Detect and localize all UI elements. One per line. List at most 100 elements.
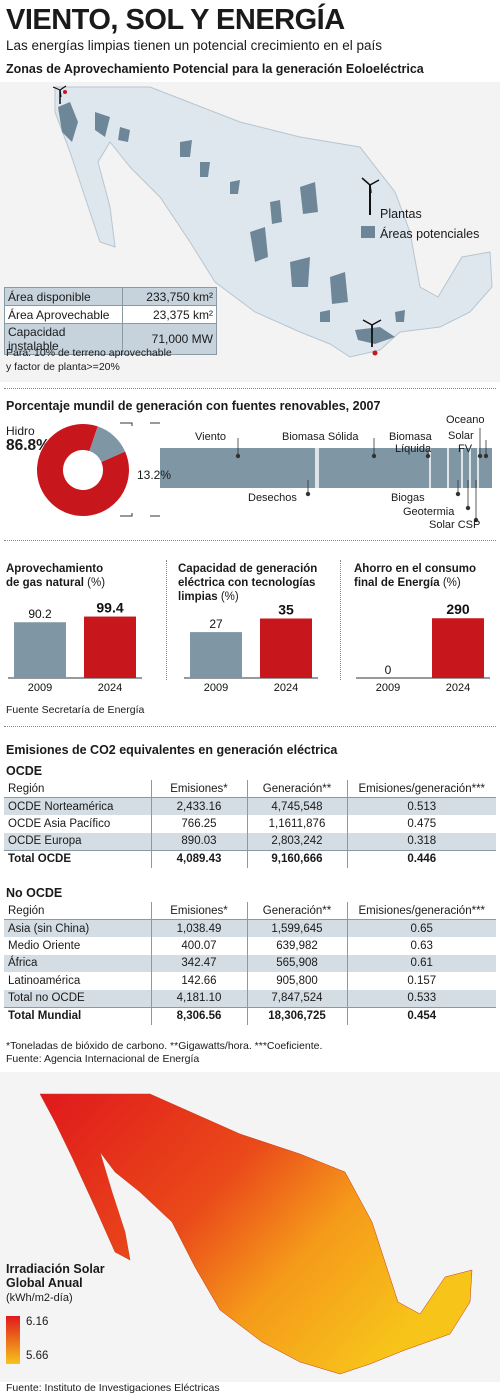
label-biogas: Biogas: [391, 492, 425, 504]
table-row: OCDE Asia Pacífico 766.25 1,1611,876 0.475: [4, 815, 496, 833]
bar-value-label: 27: [209, 617, 223, 631]
bracket-left: [120, 422, 133, 517]
leader-dot: [477, 453, 483, 459]
label-desechos: Desechos: [248, 492, 297, 504]
table-row: Área Aprovechable 23,375 km²: [4, 305, 217, 324]
cell: 1,1611,876: [246, 815, 347, 833]
bar-value-label: 35: [278, 602, 294, 618]
legend-areas-label: Áreas potenciales: [380, 227, 480, 241]
tick-label: 2024: [274, 682, 298, 694]
hydro-value: 86.8%: [6, 437, 50, 454]
title-line: limpias: [178, 591, 218, 603]
solar-map: [0, 1072, 500, 1382]
bar-2024: [260, 618, 312, 678]
bar-value-label: 90.2: [28, 607, 52, 621]
non-oecd-heading: No OCDE: [6, 886, 63, 900]
cell: 0.318: [346, 832, 496, 850]
renewables-chart: [37, 422, 492, 523]
bar-value-label: 99.4: [96, 600, 123, 616]
label-biomasa-liquida-2: Líquida: [395, 443, 432, 455]
unit: (%): [220, 591, 239, 603]
cell: Capacidad instalable: [4, 323, 123, 355]
source-sener: Fuente Secretaría de Energía: [6, 704, 145, 716]
header-cell: Emisiones*: [150, 780, 247, 798]
cell: 4,089.43: [150, 849, 247, 868]
cell: 71,000 MW: [122, 323, 217, 355]
label-oceano: Oceano: [446, 414, 485, 426]
table-header-row: Región Emisiones* Generación** Emisiones…: [4, 780, 496, 798]
cell: Medio Oriente: [8, 939, 81, 952]
emissions-source: Fuente: Agencia Internacional de Energía: [6, 1053, 200, 1065]
divider: [4, 726, 496, 727]
pie-slice-0: [37, 424, 130, 516]
solar-unit: (kWh/m2-día): [6, 1292, 73, 1304]
cell: 890.03: [150, 832, 247, 850]
label-biomasa-solida: Biomasa Sólida: [282, 431, 359, 443]
chart1-title: Aprovechamiento de gas natural (%): [6, 562, 105, 590]
leader-dot: [483, 453, 489, 459]
table-row: Latinoamérica 142.66 905,800 0.157: [4, 972, 496, 990]
label-geotermia: Geotermia: [403, 506, 455, 518]
label-fv: FV: [458, 443, 473, 455]
leader-dot: [473, 517, 479, 523]
wind-turbine-icon: [52, 85, 67, 104]
header-cell: Emisiones*: [150, 902, 247, 920]
label-viento: Viento: [195, 431, 226, 443]
cell: 0.475: [346, 815, 496, 833]
pie-chart: [37, 424, 130, 516]
table-row: OCDE Europa 890.03 2,803,242 0.318: [4, 832, 496, 850]
note-line: Para: 10% de terreno aprovechable: [6, 347, 172, 359]
legend-gradient: [6, 1316, 20, 1364]
emissions-footnote: *Toneladas de bióxido de carbono. **Giga…: [6, 1040, 323, 1052]
label-solar-csp: Solar CSP: [429, 519, 481, 531]
cell: Área disponible: [4, 287, 123, 306]
unit: (%): [442, 577, 461, 589]
divider: [166, 560, 167, 680]
cell: 7,847,524: [246, 989, 347, 1007]
header-cell: Emisiones/generación***: [346, 902, 496, 920]
legend-min: 5.66: [26, 1350, 49, 1362]
table-header-row: Región Emisiones* Generación** Emisiones…: [4, 902, 496, 920]
title-line: de gas natural: [6, 577, 84, 589]
cell: 0.65: [346, 919, 496, 937]
cell: 0.454: [346, 1006, 496, 1025]
chart2-title: Capacidad de generación eléctrica con te…: [178, 562, 317, 604]
cell: 233,750 km²: [122, 287, 217, 306]
title-line: eléctrica con tecnologías: [178, 577, 316, 589]
title-line: final de Energía: [354, 577, 440, 589]
cell: 565,908: [246, 954, 347, 972]
tick-label: 2009: [28, 682, 52, 694]
table-row: Total no OCDE 4,181.10 7,847,524 0.533: [4, 989, 496, 1007]
cell: 0.446: [346, 849, 496, 868]
other-value: 13.2%: [137, 468, 172, 482]
chart3-title: Ahorro en el consumo final de Energía (%…: [354, 562, 476, 590]
title-line: Irradiación Solar: [6, 1262, 105, 1276]
header-cell: Generación**: [246, 902, 347, 920]
note-line: y factor de planta>=20%: [6, 361, 120, 373]
cell: Asia (sin China): [4, 919, 151, 937]
cell: 0.157: [346, 972, 496, 990]
header-cell: Generación**: [246, 780, 347, 798]
divider: [340, 560, 341, 680]
table-row: Área disponible 233,750 km²: [4, 287, 217, 306]
cell: 0.533: [346, 989, 496, 1007]
solar-source: Fuente: Instituto de Investigaciones Elé…: [6, 1382, 220, 1394]
cell: Latinoamérica: [8, 974, 81, 987]
leader-dot: [455, 491, 461, 497]
tick-label: 2024: [98, 682, 122, 694]
cell: Total no OCDE: [4, 989, 151, 1007]
subtitle: Las energías limpias tienen un potencial…: [6, 38, 382, 53]
table-row: Capacidad instalable 71,000 MW: [4, 323, 217, 355]
tick-label: 2024: [446, 682, 470, 694]
table-row: Total Mundial 8,306.56 18,306,725 0.454: [4, 1006, 496, 1025]
non-oecd-table: Región Emisiones* Generación** Emisiones…: [4, 902, 496, 1025]
cell: 142.66: [150, 972, 247, 990]
pie-slice-1: [89, 426, 126, 462]
leader-dot: [371, 453, 377, 459]
wind-turbine-icon: [362, 319, 382, 356]
renewables-title: Porcentaje mundil de generación con fuen…: [6, 399, 381, 413]
mexico-solar-shape: [39, 1093, 473, 1375]
leader-dot: [235, 453, 241, 459]
leader-dot: [305, 491, 311, 497]
bar-2024: [84, 616, 136, 678]
